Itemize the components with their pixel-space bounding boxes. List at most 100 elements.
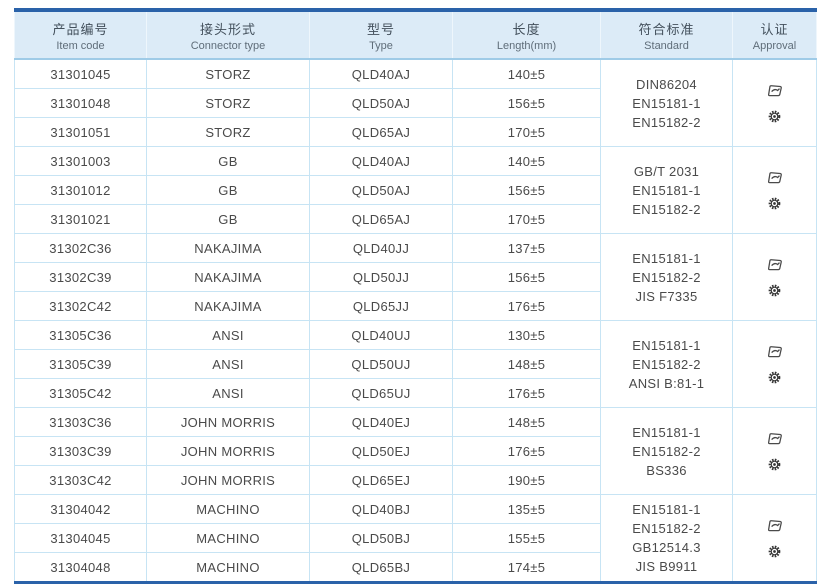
length-cell: 176±5 bbox=[452, 436, 601, 466]
item-code-cell: 31303C39 bbox=[14, 436, 147, 466]
standard-line: EN15182-2 bbox=[632, 269, 701, 285]
table-row: 31301003 GB QLD40AJ 140±5 GB/T 2031 EN15… bbox=[14, 146, 817, 234]
length-cell: 155±5 bbox=[452, 523, 601, 553]
standard-line: EN15181-1 bbox=[632, 95, 701, 111]
item-code-cell: 31301051 bbox=[14, 117, 147, 147]
standard-line: EN15181-1 bbox=[632, 337, 701, 353]
approval-cell bbox=[732, 320, 817, 408]
standard-cell: EN15181-1 EN15182-2 JIS F7335 bbox=[600, 233, 733, 321]
header-approval-en: Approval bbox=[752, 39, 797, 52]
standard-cell: EN15181-1 EN15182-2 GB12514.3 JIS B9911 bbox=[600, 494, 733, 583]
length-cell: 156±5 bbox=[452, 262, 601, 292]
standard-line: GB/T 2031 bbox=[633, 163, 700, 179]
table-row: 31303C36 JOHN MORRIS QLD40EJ 148±5 EN151… bbox=[14, 407, 817, 495]
table-row: 31301045 STORZ QLD40AJ 140±5 DIN86204 EN… bbox=[14, 58, 817, 147]
length-cell: 137±5 bbox=[452, 233, 601, 263]
item-code-cell: 31304048 bbox=[14, 552, 147, 583]
item-code-cell: 31303C42 bbox=[14, 465, 147, 495]
connector-type-cell: NAKAJIMA bbox=[146, 262, 310, 292]
type-cell: QLD50AJ bbox=[309, 88, 453, 118]
approval-cell bbox=[732, 58, 817, 147]
header-type-en: Type bbox=[369, 39, 393, 52]
header-length: 长度 Length(mm) bbox=[452, 10, 601, 60]
header-length-zh: 长度 bbox=[512, 21, 541, 37]
table-row: 31304042 MACHINO QLD40BJ 135±5 EN15181-1… bbox=[14, 494, 817, 583]
table-row: 31303C42 JOHN MORRIS QLD65EJ 190±5 bbox=[14, 465, 817, 495]
connector-type-cell: NAKAJIMA bbox=[146, 291, 310, 321]
table-row: 31305C42 ANSI QLD65UJ 176±5 bbox=[14, 378, 817, 408]
type-cell: QLD50UJ bbox=[309, 349, 453, 379]
standard-line: EN15182-2 bbox=[632, 521, 701, 536]
type-cell: QLD65UJ bbox=[309, 378, 453, 408]
type-cell: QLD40BJ bbox=[309, 494, 453, 524]
length-cell: 135±5 bbox=[452, 494, 601, 524]
standard-line: EN15182-2 bbox=[632, 114, 701, 130]
swoosh-badge-icon bbox=[766, 257, 784, 272]
length-cell: 176±5 bbox=[452, 291, 601, 321]
item-code-cell: 31303C36 bbox=[14, 407, 147, 437]
connector-type-cell: JOHN MORRIS bbox=[146, 465, 310, 495]
table-row: 31302C36 NAKAJIMA QLD40JJ 137±5 EN15181-… bbox=[14, 233, 817, 321]
swoosh-badge-icon bbox=[766, 170, 784, 185]
standard-line: DIN86204 bbox=[636, 76, 697, 92]
connector-type-cell: GB bbox=[146, 204, 310, 234]
length-cell: 140±5 bbox=[452, 146, 601, 176]
standard-line: EN15181-1 bbox=[632, 250, 701, 266]
length-cell: 174±5 bbox=[452, 552, 601, 583]
item-code-cell: 31304042 bbox=[14, 494, 147, 524]
connector-type-cell: STORZ bbox=[146, 88, 310, 118]
header-standard-zh: 符合标准 bbox=[638, 21, 695, 37]
type-cell: QLD50JJ bbox=[309, 262, 453, 292]
connector-type-cell: MACHINO bbox=[146, 552, 310, 583]
length-cell: 148±5 bbox=[452, 407, 601, 437]
gear-seal-icon bbox=[767, 457, 782, 472]
connector-type-cell: ANSI bbox=[146, 320, 310, 350]
swoosh-badge-icon bbox=[766, 83, 784, 98]
header-item-code-zh: 产品编号 bbox=[52, 21, 109, 37]
item-code-cell: 31301021 bbox=[14, 204, 147, 234]
product-spec-table: 产品编号 Item code 接头形式 Connector type 型号 Ty… bbox=[14, 8, 817, 584]
length-cell: 176±5 bbox=[452, 378, 601, 408]
item-code-cell: 31305C39 bbox=[14, 349, 147, 379]
connector-type-cell: ANSI bbox=[146, 349, 310, 379]
approval-cell bbox=[732, 407, 817, 495]
header-item-code: 产品编号 Item code bbox=[14, 10, 147, 60]
connector-type-cell: GB bbox=[146, 175, 310, 205]
gear-seal-icon bbox=[767, 196, 782, 211]
standard-cell: EN15181-1 EN15182-2 BS336 bbox=[600, 407, 733, 495]
table-row: 31301012 GB QLD50AJ 156±5 bbox=[14, 175, 817, 205]
table-row: 31301048 STORZ QLD50AJ 156±5 bbox=[14, 88, 817, 118]
approval-cell bbox=[732, 233, 817, 321]
standard-line: EN15182-2 bbox=[632, 356, 701, 372]
header-type-zh: 型号 bbox=[366, 21, 395, 37]
item-code-cell: 31301003 bbox=[14, 146, 147, 176]
item-code-cell: 31302C39 bbox=[14, 262, 147, 292]
header-connector-type-en: Connector type bbox=[190, 39, 266, 52]
standard-line: EN15182-2 bbox=[632, 443, 701, 459]
length-cell: 156±5 bbox=[452, 175, 601, 205]
type-cell: QLD40AJ bbox=[309, 58, 453, 89]
standard-line: EN15181-1 bbox=[632, 182, 701, 198]
connector-type-cell: NAKAJIMA bbox=[146, 233, 310, 263]
connector-type-cell: JOHN MORRIS bbox=[146, 436, 310, 466]
item-code-cell: 31304045 bbox=[14, 523, 147, 553]
item-code-cell: 31305C42 bbox=[14, 378, 147, 408]
item-code-cell: 31301048 bbox=[14, 88, 147, 118]
standard-line: JIS F7335 bbox=[635, 288, 698, 304]
connector-type-cell: MACHINO bbox=[146, 494, 310, 524]
table-row: 31304045 MACHINO QLD50BJ 155±5 bbox=[14, 523, 817, 553]
connector-type-cell: JOHN MORRIS bbox=[146, 407, 310, 437]
product-table-container: 产品编号 Item code 接头形式 Connector type 型号 Ty… bbox=[14, 8, 817, 584]
header-approval-zh: 认证 bbox=[760, 21, 789, 37]
standard-line: GB12514.3 bbox=[632, 540, 701, 555]
swoosh-badge-icon bbox=[766, 431, 784, 446]
header-length-en: Length(mm) bbox=[496, 39, 557, 52]
item-code-cell: 31301012 bbox=[14, 175, 147, 205]
length-cell: 190±5 bbox=[452, 465, 601, 495]
standard-line: EN15181-1 bbox=[632, 502, 701, 517]
gear-seal-icon bbox=[767, 109, 782, 124]
type-cell: QLD65EJ bbox=[309, 465, 453, 495]
swoosh-badge-icon bbox=[766, 518, 784, 533]
connector-type-cell: STORZ bbox=[146, 58, 310, 89]
header-type: 型号 Type bbox=[309, 10, 453, 60]
